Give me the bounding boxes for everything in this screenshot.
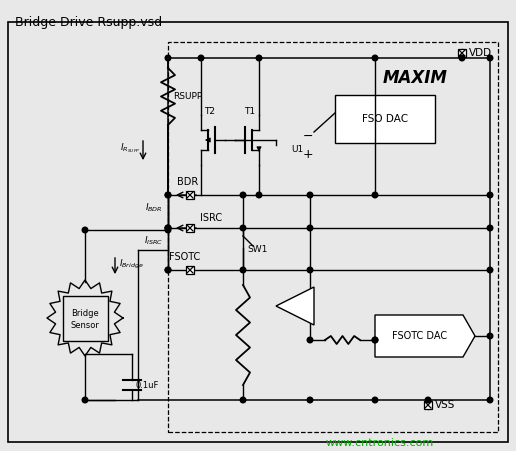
Circle shape [487, 55, 493, 61]
Circle shape [372, 192, 378, 198]
Circle shape [487, 267, 493, 273]
Circle shape [256, 55, 262, 61]
Circle shape [487, 397, 493, 403]
Text: $I_{BDR}$: $I_{BDR}$ [146, 202, 163, 214]
Circle shape [307, 337, 313, 343]
Text: SW1: SW1 [247, 245, 267, 254]
Circle shape [165, 267, 171, 273]
Circle shape [256, 192, 262, 198]
Circle shape [240, 267, 246, 273]
Circle shape [240, 397, 246, 403]
Text: VSS: VSS [435, 400, 456, 410]
Circle shape [165, 267, 171, 273]
Text: VDD: VDD [469, 48, 492, 58]
Text: −: − [303, 129, 313, 143]
Circle shape [425, 397, 431, 403]
Text: RSUPP: RSUPP [173, 92, 202, 101]
Text: 0.1uF: 0.1uF [136, 381, 159, 390]
Circle shape [240, 192, 246, 198]
Circle shape [165, 192, 171, 198]
Circle shape [307, 225, 313, 231]
Text: Bridge Drive Rsupp.vsd: Bridge Drive Rsupp.vsd [15, 16, 162, 29]
Circle shape [459, 55, 465, 61]
Text: MAXIM: MAXIM [382, 69, 447, 87]
Circle shape [82, 227, 88, 233]
Circle shape [372, 55, 378, 61]
Text: $I_{R_{SUPP}}$: $I_{R_{SUPP}}$ [120, 141, 140, 155]
Text: T2: T2 [204, 107, 216, 116]
Circle shape [487, 225, 493, 231]
Bar [335, 95, 435, 143]
Text: FSO DAC: FSO DAC [362, 114, 408, 124]
Circle shape [307, 397, 313, 403]
Circle shape [165, 225, 171, 231]
Text: www.cntronics.com: www.cntronics.com [326, 438, 434, 448]
Circle shape [165, 225, 171, 231]
Bar [458, 49, 466, 57]
Circle shape [487, 192, 493, 198]
Text: Bridge: Bridge [71, 309, 99, 318]
Bar [168, 42, 498, 432]
Bar [186, 224, 194, 232]
Circle shape [240, 225, 246, 231]
Text: U1: U1 [291, 146, 303, 155]
Circle shape [372, 337, 378, 343]
Text: $I_{Bridge}$: $I_{Bridge}$ [119, 258, 144, 271]
Circle shape [372, 337, 378, 343]
Circle shape [82, 397, 88, 403]
Circle shape [487, 333, 493, 339]
Circle shape [165, 227, 171, 233]
Circle shape [165, 225, 171, 231]
Bar [186, 191, 194, 199]
Text: T1: T1 [245, 107, 255, 116]
Bar [186, 266, 194, 274]
Bar [63, 296, 108, 341]
Text: FSOTC: FSOTC [169, 252, 201, 262]
Circle shape [165, 192, 171, 198]
Text: +: + [303, 147, 313, 161]
Text: SW2: SW2 [389, 318, 409, 327]
Circle shape [165, 55, 171, 61]
Circle shape [372, 397, 378, 403]
Circle shape [307, 267, 313, 273]
Polygon shape [375, 315, 475, 357]
Bar [424, 401, 432, 409]
Circle shape [307, 192, 313, 198]
Text: FSOTC DAC: FSOTC DAC [393, 331, 447, 341]
Polygon shape [276, 287, 314, 325]
Circle shape [198, 55, 204, 61]
Text: Sensor: Sensor [71, 321, 100, 330]
Text: BDR: BDR [178, 177, 199, 187]
Text: ISRC: ISRC [200, 213, 222, 223]
Text: $I_{ISRC}$: $I_{ISRC}$ [143, 235, 163, 247]
